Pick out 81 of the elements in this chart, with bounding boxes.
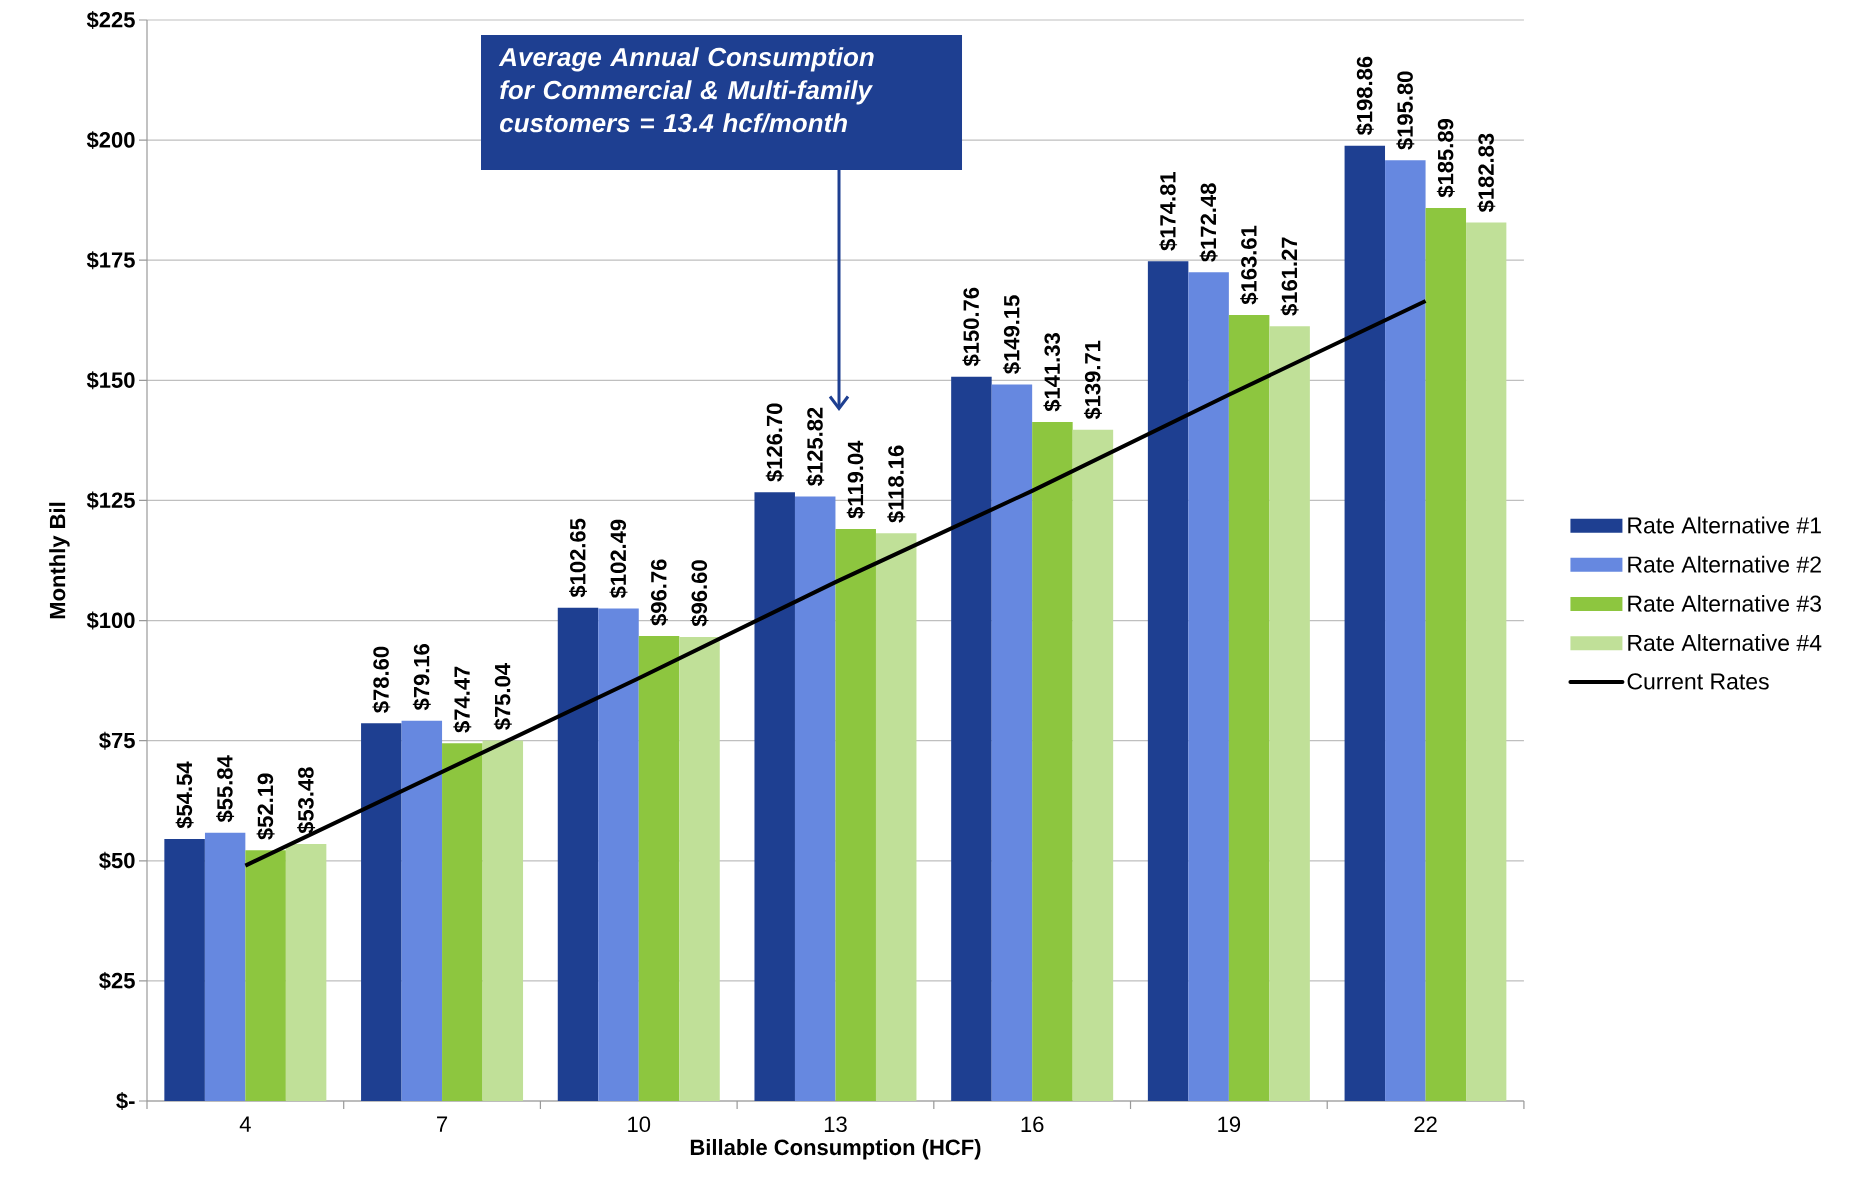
legend-label: Rate Alternative #1 <box>1628 516 1821 534</box>
y-axis-title: Monthly Bil <box>49 502 70 619</box>
bar <box>1032 421 1073 1101</box>
bar <box>835 529 876 1101</box>
bar <box>1228 314 1270 1101</box>
data-label: $139.71 <box>1083 340 1102 420</box>
data-label: $74.47 <box>453 666 472 733</box>
bar <box>361 723 402 1101</box>
bar <box>951 376 992 1101</box>
data-label: $53.48 <box>297 767 316 834</box>
bar <box>1269 326 1310 1101</box>
bar <box>1072 429 1114 1101</box>
data-label: $161.27 <box>1280 237 1299 316</box>
data-label: $150.76 <box>962 287 981 367</box>
x-axis-title: Billable Consumption (HCF) <box>690 1138 981 1160</box>
data-label: $79.16 <box>412 643 431 711</box>
data-label: $96.60 <box>690 560 709 627</box>
bar <box>794 496 836 1101</box>
bar <box>557 607 599 1101</box>
y-tick-label: $100 <box>86 611 135 630</box>
bar <box>164 838 205 1101</box>
bar <box>1344 145 1386 1101</box>
data-label: $54.54 <box>175 761 194 829</box>
bar <box>285 844 327 1101</box>
data-label: $174.81 <box>1159 172 1178 251</box>
data-label: $78.60 <box>372 646 391 713</box>
y-tick-label: $175 <box>86 251 135 270</box>
data-label: $55.84 <box>216 755 235 823</box>
legend-label: Rate Alternative #4 <box>1628 634 1822 652</box>
data-label: $198.86 <box>1355 56 1374 136</box>
x-tick-label: 16 <box>1021 1116 1044 1133</box>
x-tick-label: 7 <box>437 1116 448 1132</box>
x-tick-label: 4 <box>239 1116 251 1132</box>
data-label: $125.82 <box>806 407 825 487</box>
bar <box>754 492 795 1101</box>
legend-label: Current Rates <box>1627 673 1769 690</box>
y-tick-label: $50 <box>99 851 135 870</box>
y-tick-label: $25 <box>99 971 135 990</box>
data-label: $126.70 <box>765 403 784 482</box>
bar <box>1147 261 1189 1101</box>
x-tick-label: 13 <box>824 1116 847 1133</box>
x-tick-label: 10 <box>628 1116 651 1133</box>
data-label: $149.15 <box>1002 295 1021 374</box>
bar <box>1188 272 1229 1101</box>
bar <box>245 850 286 1101</box>
y-tick-label: $75 <box>99 731 135 750</box>
bar <box>482 740 524 1101</box>
bar <box>204 832 246 1101</box>
data-label: $118.16 <box>887 445 906 523</box>
bar <box>401 720 443 1101</box>
data-label: $102.65 <box>569 518 587 598</box>
y-tick-label: $150 <box>86 371 135 390</box>
data-label: $96.76 <box>650 559 668 626</box>
data-label: $119.04 <box>846 440 865 519</box>
legend-label: Rate Alternative #3 <box>1628 594 1821 612</box>
data-label: $102.49 <box>609 519 628 599</box>
bar <box>442 743 483 1101</box>
x-tick-label: 22 <box>1414 1116 1437 1132</box>
data-label: $75.04 <box>493 663 512 730</box>
bar <box>1466 222 1507 1101</box>
bar <box>1425 207 1467 1101</box>
bar <box>1385 160 1426 1101</box>
bar <box>875 533 917 1101</box>
data-label: $141.33 <box>1043 333 1062 412</box>
legend-label: Rate Alternative #2 <box>1628 555 1821 573</box>
x-tick-label: 19 <box>1218 1116 1241 1133</box>
data-label: $52.19 <box>256 773 275 840</box>
data-label: $185.89 <box>1436 119 1455 198</box>
bar <box>679 636 720 1101</box>
y-tick-label: $125 <box>86 491 135 510</box>
annotation: Average Annual Consumption for Commercial & Multi-family customers = 13.4 hcf/month <box>498 47 874 133</box>
data-label: $195.80 <box>1396 71 1415 150</box>
bar <box>991 384 1033 1101</box>
data-label: $172.48 <box>1199 183 1218 262</box>
y-tick-label: $200 <box>86 131 135 150</box>
y-tick-label: $225 <box>86 11 135 29</box>
data-label: $182.83 <box>1477 133 1496 213</box>
bar <box>598 608 639 1101</box>
y-tick-label: $- <box>116 1092 135 1110</box>
data-label: $163.61 <box>1240 225 1259 305</box>
bar <box>638 636 680 1101</box>
